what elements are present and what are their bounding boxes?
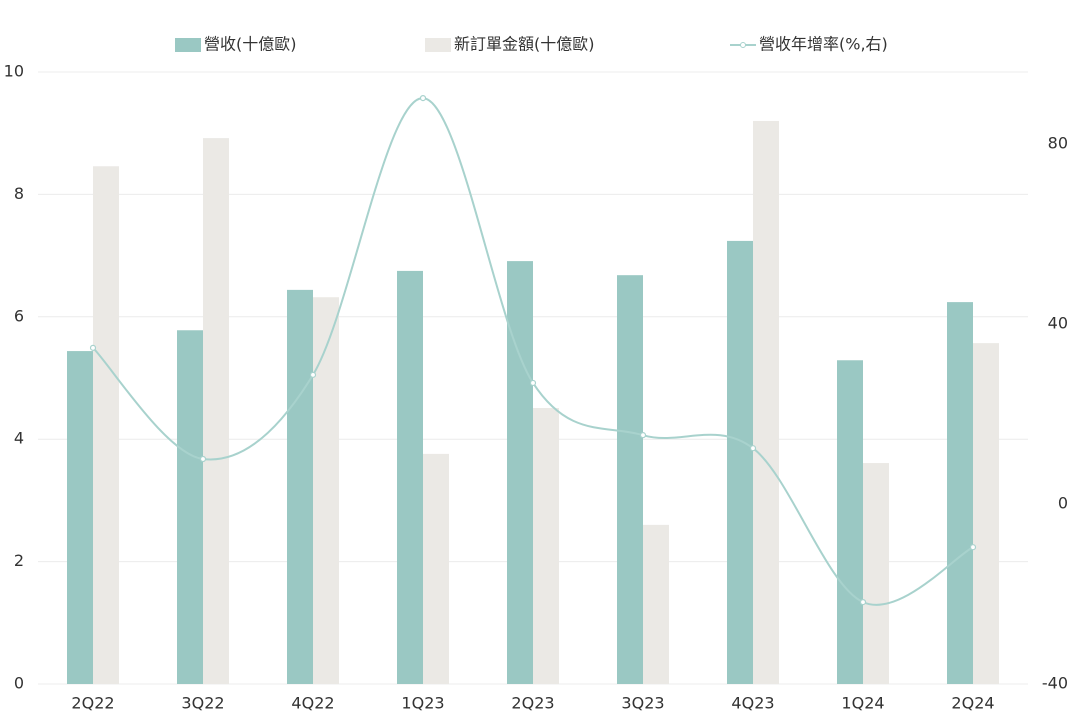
line-marker (969, 544, 977, 551)
legend-label: 營收(十億歐) (204, 35, 297, 54)
bar (177, 330, 203, 684)
bar (67, 351, 93, 684)
y2-tick-label: 80 (1048, 134, 1068, 153)
bar (203, 138, 229, 684)
y-tick-label: 4 (14, 429, 24, 448)
y-tick-label: 2 (14, 551, 24, 570)
legend-label: 新訂單金額(十億歐) (454, 35, 595, 54)
line-marker (419, 94, 427, 102)
bar (973, 343, 999, 684)
bar (533, 407, 559, 684)
line (92, 97, 974, 606)
y2-tick-label: 40 (1048, 314, 1068, 333)
legend-swatch (740, 42, 746, 48)
x-tick-label: 2Q24 (951, 694, 994, 713)
legend-swatch (425, 38, 451, 52)
x-tick-label: 1Q24 (841, 694, 884, 713)
bar (93, 166, 119, 685)
legend-swatch (175, 38, 201, 52)
y-tick-label: 0 (14, 674, 24, 693)
bar (617, 275, 643, 684)
line-marker (199, 455, 207, 463)
bar (643, 524, 669, 684)
bar (753, 120, 779, 684)
y2-tick-label: -40 (1042, 674, 1068, 693)
x-tick-label: 4Q23 (731, 694, 774, 713)
y-tick-label: 6 (14, 306, 24, 325)
legend-label: 營收年增率(%,右) (759, 35, 888, 54)
bar (727, 240, 753, 685)
y-tick-label: 8 (14, 184, 24, 203)
bar (423, 453, 449, 684)
bar (863, 463, 889, 684)
bar (947, 302, 973, 684)
bar (313, 297, 339, 684)
x-tick-label: 3Q22 (181, 694, 224, 713)
x-tick-label: 3Q23 (621, 694, 664, 713)
line-marker (529, 379, 537, 387)
x-tick-label: 2Q22 (71, 694, 114, 713)
x-tick-label: 4Q22 (291, 694, 334, 713)
line-marker (89, 344, 97, 351)
bar (507, 261, 533, 684)
bar (837, 360, 863, 684)
bar (397, 270, 423, 684)
line-marker (859, 598, 867, 606)
line-marker (749, 445, 757, 452)
y2-tick-label: 0 (1058, 494, 1068, 513)
line-marker (309, 371, 317, 378)
x-tick-label: 1Q23 (401, 694, 444, 713)
bar (287, 289, 313, 684)
y-tick-label: 10 (4, 62, 24, 81)
line-marker (639, 432, 647, 439)
x-tick-label: 2Q23 (511, 694, 554, 713)
